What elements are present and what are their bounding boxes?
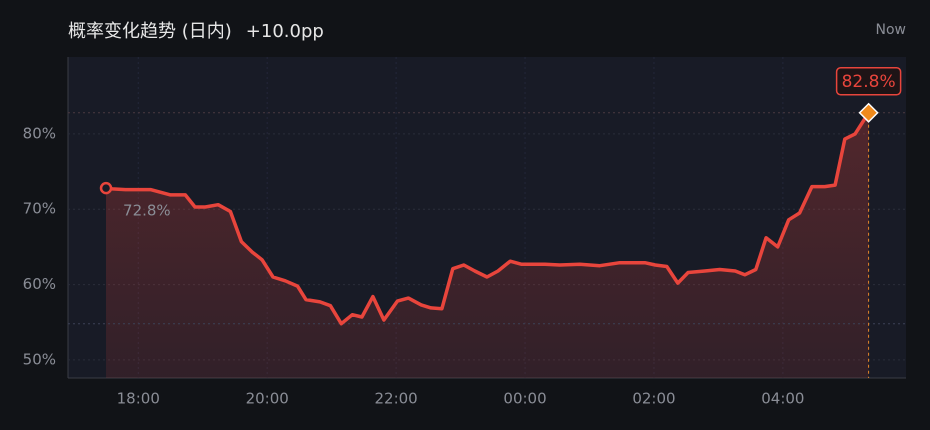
y-tick-label: 50%: [23, 350, 56, 368]
change-label: +10.0pp: [246, 21, 324, 42]
x-tick-label: 02:00: [632, 390, 675, 408]
end-marker: [858, 102, 879, 123]
y-tick-label: 80%: [23, 124, 56, 142]
now-label: Now: [876, 22, 907, 38]
value-label-box: [835, 67, 902, 96]
x-tick-label: 18:00: [117, 390, 160, 408]
y-tick-label: 70%: [23, 200, 56, 218]
value-label: 72.8%: [123, 202, 171, 220]
x-tick-label: 00:00: [503, 390, 546, 408]
area: [106, 112, 869, 379]
chart-title: 概率变化趋势 (日内): [68, 21, 232, 42]
line: [105, 111, 871, 326]
value-label: 82.8%: [842, 72, 896, 92]
x-tick-label: 20:00: [246, 390, 289, 408]
y-tick-label: 60%: [23, 275, 56, 293]
x-tick-label: 04:00: [761, 390, 804, 408]
start-marker: [99, 181, 113, 195]
x-tick-label: 22:00: [374, 390, 417, 408]
